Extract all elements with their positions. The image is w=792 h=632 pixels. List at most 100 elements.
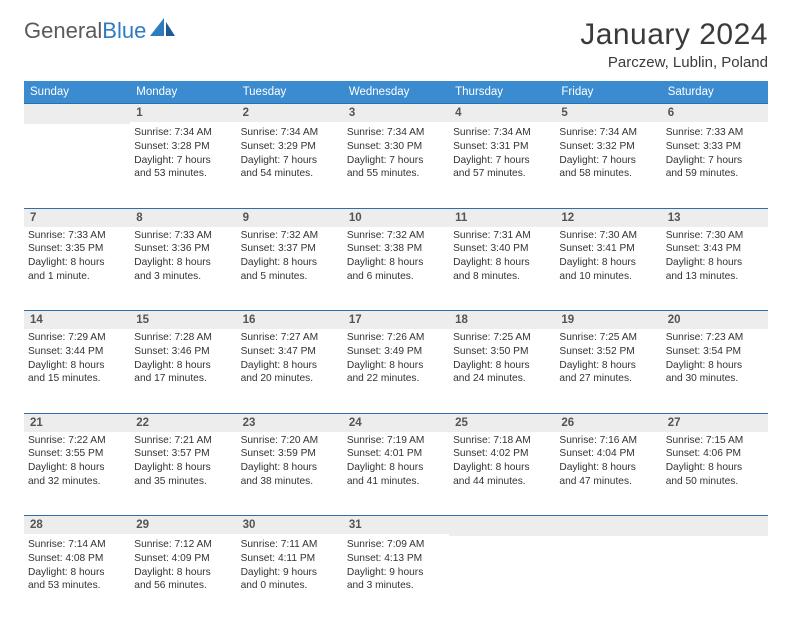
weekday-header: Tuesday bbox=[237, 81, 343, 104]
day-cell: Sunrise: 7:28 AMSunset: 3:46 PMDaylight:… bbox=[130, 329, 236, 413]
day-cell: Sunrise: 7:23 AMSunset: 3:54 PMDaylight:… bbox=[662, 329, 768, 413]
weekday-header: Monday bbox=[130, 81, 236, 104]
daylight-text: Daylight: 8 hours bbox=[28, 359, 126, 373]
sunrise-text: Sunrise: 7:26 AM bbox=[347, 331, 445, 345]
day-number-row: 14151617181920 bbox=[24, 311, 768, 330]
day-details: Sunrise: 7:33 AMSunset: 3:33 PMDaylight:… bbox=[662, 124, 768, 187]
day-number: 28 bbox=[24, 516, 130, 534]
day-number: 16 bbox=[237, 311, 343, 329]
weekday-header: Wednesday bbox=[343, 81, 449, 104]
sunrise-text: Sunrise: 7:09 AM bbox=[347, 538, 445, 552]
day-cell: Sunrise: 7:34 AMSunset: 3:32 PMDaylight:… bbox=[555, 124, 661, 208]
day-number: 11 bbox=[449, 209, 555, 227]
day-details: Sunrise: 7:22 AMSunset: 3:55 PMDaylight:… bbox=[24, 432, 130, 495]
calendar-body: 123456Sunrise: 7:34 AMSunset: 3:28 PMDay… bbox=[24, 104, 768, 621]
calendar-page: GeneralBlue January 2024 Parczew, Lublin… bbox=[0, 0, 792, 632]
daylight-text: and 57 minutes. bbox=[453, 167, 551, 181]
location: Parczew, Lublin, Poland bbox=[580, 54, 768, 71]
daylight-text: and 5 minutes. bbox=[241, 270, 339, 284]
day-details: Sunrise: 7:28 AMSunset: 3:46 PMDaylight:… bbox=[130, 329, 236, 392]
day-number-row: 21222324252627 bbox=[24, 413, 768, 432]
weekday-header: Saturday bbox=[662, 81, 768, 104]
day-cell: Sunrise: 7:30 AMSunset: 3:43 PMDaylight:… bbox=[662, 227, 768, 311]
day-cell: Sunrise: 7:25 AMSunset: 3:50 PMDaylight:… bbox=[449, 329, 555, 413]
day-details: Sunrise: 7:12 AMSunset: 4:09 PMDaylight:… bbox=[130, 536, 236, 599]
sunset-text: Sunset: 3:50 PM bbox=[453, 345, 551, 359]
sunrise-text: Sunrise: 7:29 AM bbox=[28, 331, 126, 345]
day-cell: Sunrise: 7:20 AMSunset: 3:59 PMDaylight:… bbox=[237, 432, 343, 516]
daylight-text: Daylight: 8 hours bbox=[241, 359, 339, 373]
sunset-text: Sunset: 3:43 PM bbox=[666, 242, 764, 256]
daylight-text: and 58 minutes. bbox=[559, 167, 657, 181]
day-details: Sunrise: 7:27 AMSunset: 3:47 PMDaylight:… bbox=[237, 329, 343, 392]
day-cell bbox=[24, 124, 130, 208]
daylight-text: Daylight: 7 hours bbox=[347, 154, 445, 168]
day-number: 13 bbox=[662, 209, 768, 227]
day-cell: Sunrise: 7:15 AMSunset: 4:06 PMDaylight:… bbox=[662, 432, 768, 516]
day-details: Sunrise: 7:25 AMSunset: 3:50 PMDaylight:… bbox=[449, 329, 555, 392]
daylight-text: Daylight: 8 hours bbox=[241, 256, 339, 270]
day-number: 21 bbox=[24, 414, 130, 432]
title-block: January 2024 Parczew, Lublin, Poland bbox=[580, 18, 768, 71]
day-cell: Sunrise: 7:34 AMSunset: 3:31 PMDaylight:… bbox=[449, 124, 555, 208]
sunset-text: Sunset: 3:54 PM bbox=[666, 345, 764, 359]
daylight-text: and 1 minute. bbox=[28, 270, 126, 284]
logo: GeneralBlue bbox=[24, 18, 176, 44]
day-details: Sunrise: 7:25 AMSunset: 3:52 PMDaylight:… bbox=[555, 329, 661, 392]
day-details: Sunrise: 7:34 AMSunset: 3:31 PMDaylight:… bbox=[449, 124, 555, 187]
sunrise-text: Sunrise: 7:34 AM bbox=[241, 126, 339, 140]
day-cell bbox=[555, 536, 661, 620]
daylight-text: Daylight: 8 hours bbox=[559, 359, 657, 373]
day-details: Sunrise: 7:30 AMSunset: 3:41 PMDaylight:… bbox=[555, 227, 661, 290]
day-cell: Sunrise: 7:12 AMSunset: 4:09 PMDaylight:… bbox=[130, 536, 236, 620]
daylight-text: Daylight: 7 hours bbox=[559, 154, 657, 168]
day-cell: Sunrise: 7:32 AMSunset: 3:38 PMDaylight:… bbox=[343, 227, 449, 311]
weekday-row: SundayMondayTuesdayWednesdayThursdayFrid… bbox=[24, 81, 768, 104]
daylight-text: Daylight: 7 hours bbox=[134, 154, 232, 168]
sunrise-text: Sunrise: 7:23 AM bbox=[666, 331, 764, 345]
sunset-text: Sunset: 4:02 PM bbox=[453, 447, 551, 461]
daylight-text: Daylight: 8 hours bbox=[134, 256, 232, 270]
daylight-text: and 50 minutes. bbox=[666, 475, 764, 489]
sunrise-text: Sunrise: 7:32 AM bbox=[347, 229, 445, 243]
day-details: Sunrise: 7:15 AMSunset: 4:06 PMDaylight:… bbox=[662, 432, 768, 495]
sunset-text: Sunset: 3:46 PM bbox=[134, 345, 232, 359]
daylight-text: and 13 minutes. bbox=[666, 270, 764, 284]
daylight-text: and 38 minutes. bbox=[241, 475, 339, 489]
sunset-text: Sunset: 3:52 PM bbox=[559, 345, 657, 359]
daylight-text: and 41 minutes. bbox=[347, 475, 445, 489]
sunset-text: Sunset: 3:29 PM bbox=[241, 140, 339, 154]
day-number: 9 bbox=[237, 209, 343, 227]
day-details: Sunrise: 7:11 AMSunset: 4:11 PMDaylight:… bbox=[237, 536, 343, 599]
empty-day-number bbox=[555, 516, 661, 536]
sunset-text: Sunset: 4:13 PM bbox=[347, 552, 445, 566]
day-number: 24 bbox=[343, 414, 449, 432]
day-cell: Sunrise: 7:29 AMSunset: 3:44 PMDaylight:… bbox=[24, 329, 130, 413]
day-details: Sunrise: 7:34 AMSunset: 3:29 PMDaylight:… bbox=[237, 124, 343, 187]
day-number: 26 bbox=[555, 414, 661, 432]
day-content-row: Sunrise: 7:22 AMSunset: 3:55 PMDaylight:… bbox=[24, 432, 768, 516]
daylight-text: and 32 minutes. bbox=[28, 475, 126, 489]
sunrise-text: Sunrise: 7:25 AM bbox=[559, 331, 657, 345]
day-number: 15 bbox=[130, 311, 236, 329]
day-number: 31 bbox=[343, 516, 449, 534]
sunrise-text: Sunrise: 7:18 AM bbox=[453, 434, 551, 448]
daylight-text: and 27 minutes. bbox=[559, 372, 657, 386]
day-cell: Sunrise: 7:14 AMSunset: 4:08 PMDaylight:… bbox=[24, 536, 130, 620]
day-number: 14 bbox=[24, 311, 130, 329]
day-number-row: 28293031 bbox=[24, 516, 768, 537]
logo-text-2: Blue bbox=[102, 18, 146, 44]
daylight-text: Daylight: 7 hours bbox=[666, 154, 764, 168]
sunset-text: Sunset: 4:09 PM bbox=[134, 552, 232, 566]
day-content-row: Sunrise: 7:14 AMSunset: 4:08 PMDaylight:… bbox=[24, 536, 768, 620]
daylight-text: and 10 minutes. bbox=[559, 270, 657, 284]
weekday-header: Thursday bbox=[449, 81, 555, 104]
sunset-text: Sunset: 3:30 PM bbox=[347, 140, 445, 154]
daylight-text: Daylight: 8 hours bbox=[347, 359, 445, 373]
day-details: Sunrise: 7:34 AMSunset: 3:30 PMDaylight:… bbox=[343, 124, 449, 187]
empty-day-number bbox=[449, 516, 555, 536]
sunrise-text: Sunrise: 7:27 AM bbox=[241, 331, 339, 345]
daylight-text: Daylight: 8 hours bbox=[28, 256, 126, 270]
daylight-text: Daylight: 9 hours bbox=[241, 566, 339, 580]
daylight-text: and 44 minutes. bbox=[453, 475, 551, 489]
